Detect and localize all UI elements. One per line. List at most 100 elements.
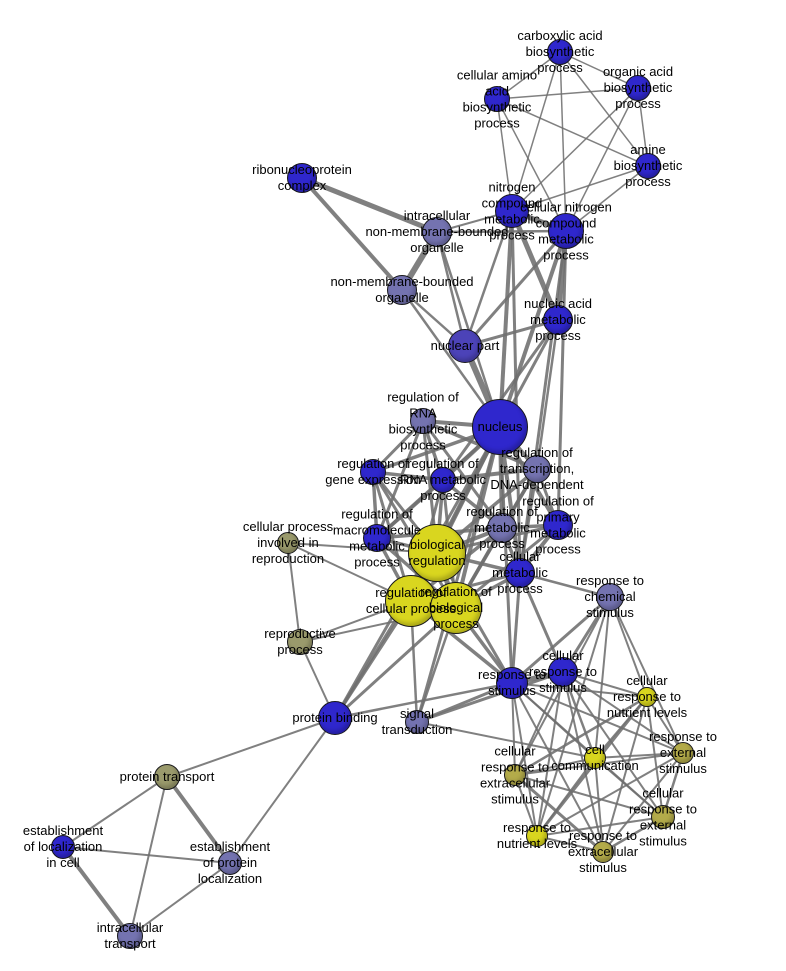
edge-regulation-of-transcription-dna-dependent--cellular-metabolic-process	[518, 468, 539, 574]
node-intracellular-non-membrane-bounded-organelle[interactable]	[422, 217, 452, 247]
edge-nuclear-part--cellular-nitrogen-compound-metabolic-process	[463, 230, 568, 347]
edge-cellular-response-to-stimulus--cellular-response-to-external-stimulus	[562, 671, 664, 818]
edge-organic-acid-biosynthetic-process--cellular-nitrogen-compound-metabolic-process	[565, 87, 639, 232]
edge-carboxylic-acid-biosynthetic-process--amine-biosynthetic-process	[559, 51, 649, 167]
edge-response-to-stimulus--response-to-extracellular-stimulus	[511, 682, 604, 853]
node-reproductive-process[interactable]	[287, 629, 313, 655]
node-cell-communication[interactable]	[584, 747, 606, 769]
node-response-to-chemical-stimulus[interactable]	[596, 583, 624, 611]
node-cellular-response-to-nutrient-levels[interactable]	[637, 687, 657, 707]
edge-cell-communication--cellular-response-to-extracellular-stimulus	[514, 757, 596, 776]
edge-cellular-response-to-nutrient-levels--cellular-response-to-extracellular-stimulus	[514, 695, 648, 777]
node-biological-regulation[interactable]	[408, 524, 466, 582]
edge-ribonucleoprotein-complex--intracellular-non-membrane-bounded-organelle	[301, 175, 438, 235]
edge-intracellular-non-membrane-bounded-organelle--nuclear-part	[435, 231, 467, 347]
node-nuclear-part[interactable]	[448, 329, 482, 363]
node-signal-transduction[interactable]	[405, 710, 429, 734]
edge-cellular-amino-acid-biosynthetic-process--nitrogen-compound-metabolic-process	[496, 98, 513, 212]
edge-nuclear-part--nitrogen-compound-metabolic-process	[463, 210, 514, 347]
node-carboxylic-acid-biosynthetic-process[interactable]	[547, 39, 573, 65]
edge-cellular-amino-acid-biosynthetic-process--cellular-nitrogen-compound-metabolic-process	[496, 98, 567, 232]
edge-cellular-process-involved-in-reproduction--reproductive-process	[287, 542, 301, 643]
edge-regulation-of-transcription-dna-dependent--regulation-of-rna-metabolic-process	[442, 467, 538, 482]
edge-cellular-response-to-extracellular-stimulus--cellular-response-to-external-stimulus	[514, 774, 664, 818]
edge-protein-transport--establishment-of-protein-localization	[165, 775, 232, 865]
edge-nucleus--response-to-stimulus	[498, 426, 514, 684]
edge-cellular-response-to-nutrient-levels--response-to-extracellular-stimulus	[602, 696, 648, 853]
edge-cellular-nitrogen-compound-metabolic-process--cellular-metabolic-process	[518, 230, 568, 574]
edge-carboxylic-acid-biosynthetic-process--nitrogen-compound-metabolic-process	[511, 51, 561, 212]
node-nitrogen-compound-metabolic-process[interactable]	[495, 194, 529, 228]
node-non-membrane-bounded-organelle[interactable]	[387, 275, 417, 305]
edge-establishment-of-localization-in-cell--intracellular-transport	[61, 845, 132, 938]
node-response-to-nutrient-levels[interactable]	[526, 825, 548, 847]
edge-protein-binding--establishment-of-protein-localization	[229, 717, 336, 864]
edge-protein-binding--protein-transport	[166, 717, 336, 778]
edge-regulation-of-rna-metabolic-process--regulation-of-macromolecule-metabolic-process	[375, 478, 445, 540]
node-regulation-of-gene-expression[interactable]	[360, 459, 386, 485]
node-regulation-of-macromolecule-metabolic-process[interactable]	[363, 524, 391, 552]
edge-cell-communication--response-to-nutrient-levels	[536, 757, 596, 837]
edge-response-to-stimulus--cellular-response-to-nutrient-levels	[511, 682, 648, 698]
edge-nitrogen-compound-metabolic-process--nucleus	[498, 210, 514, 428]
node-establishment-of-localization-in-cell[interactable]	[51, 835, 75, 859]
node-cellular-amino-acid-biosynthetic-process[interactable]	[484, 86, 510, 112]
edge-response-to-chemical-stimulus--response-to-stimulus	[511, 595, 611, 685]
edge-signal-transduction--cell-communication	[416, 721, 596, 759]
node-protein-transport[interactable]	[154, 764, 180, 790]
edge-cellular-nitrogen-compound-metabolic-process--regulation-of-primary-metabolic-process	[556, 230, 568, 526]
node-regulation-of-biological-process[interactable]	[430, 582, 482, 634]
edge-nucleic-acid-metabolic-process--regulation-of-transcription-dna-dependent	[535, 319, 560, 470]
node-ribonucleoprotein-complex[interactable]	[287, 163, 317, 193]
node-regulation-of-metabolic-process[interactable]	[487, 513, 517, 543]
edge-response-to-chemical-stimulus--response-to-external-stimulus	[609, 596, 684, 754]
node-establishment-of-protein-localization[interactable]	[218, 851, 242, 875]
edge-ribonucleoprotein-complex--non-membrane-bounded-organelle	[300, 176, 404, 292]
node-cellular-response-to-stimulus[interactable]	[548, 657, 578, 687]
edge-protein-binding--response-to-stimulus	[334, 681, 513, 720]
edge-response-to-stimulus--response-to-external-stimulus	[511, 682, 684, 754]
node-intracellular-transport[interactable]	[117, 923, 143, 949]
edge-cellular-metabolic-process--response-to-stimulus	[510, 572, 522, 684]
node-regulation-of-transcription-dna-dependent[interactable]	[523, 455, 551, 483]
node-response-to-extracellular-stimulus[interactable]	[592, 841, 614, 863]
edge-cellular-metabolic-process--response-to-chemical-stimulus	[519, 571, 611, 599]
node-protein-binding[interactable]	[318, 701, 352, 735]
edge-cellular-nitrogen-compound-metabolic-process--nucleus	[498, 230, 568, 428]
edge-response-to-external-stimulus--cell-communication	[594, 752, 684, 759]
node-regulation-of-cellular-process[interactable]	[385, 575, 437, 627]
node-cellular-response-to-external-stimulus[interactable]	[651, 805, 675, 829]
edge-organic-acid-biosynthetic-process--nitrogen-compound-metabolic-process	[511, 87, 639, 212]
edge-response-to-external-stimulus--response-to-nutrient-levels	[536, 752, 684, 837]
edge-intracellular-non-membrane-bounded-organelle--cellular-nitrogen-compound-metabolic-process	[436, 229, 567, 234]
edge-nitrogen-compound-metabolic-process--cellular-metabolic-process	[510, 210, 522, 574]
node-cellular-nitrogen-compound-metabolic-process[interactable]	[548, 213, 584, 249]
node-cellular-response-to-extracellular-stimulus[interactable]	[504, 764, 526, 786]
edge-cellular-response-to-stimulus--response-to-extracellular-stimulus	[562, 671, 604, 853]
node-amine-biosynthetic-process[interactable]	[635, 153, 661, 179]
edge-regulation-of-biological-process--protein-binding	[333, 606, 458, 720]
edge-nucleic-acid-metabolic-process--nitrogen-compound-metabolic-process	[509, 210, 561, 321]
edge-signal-transduction--cellular-response-to-stimulus	[416, 670, 564, 724]
edge-cellular-response-to-extracellular-stimulus--response-to-extracellular-stimulus	[514, 773, 604, 854]
edge-response-to-chemical-stimulus--cellular-response-to-nutrient-levels	[609, 596, 648, 698]
edge-cellular-metabolic-process--cellular-response-to-stimulus	[518, 572, 565, 673]
edge-carboxylic-acid-biosynthetic-process--cellular-nitrogen-compound-metabolic-process	[559, 51, 567, 232]
edge-cellular-amino-acid-biosynthetic-process--organic-acid-biosynthetic-process	[496, 87, 639, 100]
node-cellular-process-involved-in-reproduction[interactable]	[277, 532, 299, 554]
edge-cell-communication--response-to-extracellular-stimulus	[594, 757, 604, 853]
node-organic-acid-biosynthetic-process[interactable]	[625, 75, 651, 101]
node-cellular-metabolic-process[interactable]	[505, 558, 535, 588]
node-response-to-external-stimulus[interactable]	[672, 742, 694, 764]
node-regulation-of-rna-biosynthetic-process[interactable]	[410, 408, 436, 434]
node-nucleus[interactable]	[472, 399, 528, 455]
node-response-to-stimulus[interactable]	[496, 667, 528, 699]
edge-establishment-of-localization-in-cell--establishment-of-protein-localization	[62, 846, 231, 864]
node-regulation-of-primary-metabolic-process[interactable]	[543, 510, 573, 540]
node-regulation-of-rna-metabolic-process[interactable]	[430, 467, 456, 493]
edge-cell-communication--cellular-response-to-external-stimulus	[594, 757, 664, 818]
edge-protein-transport--establishment-of-localization-in-cell	[62, 776, 168, 848]
edge-response-to-chemical-stimulus--cell-communication	[594, 596, 611, 759]
node-nucleic-acid-metabolic-process[interactable]	[543, 305, 573, 335]
